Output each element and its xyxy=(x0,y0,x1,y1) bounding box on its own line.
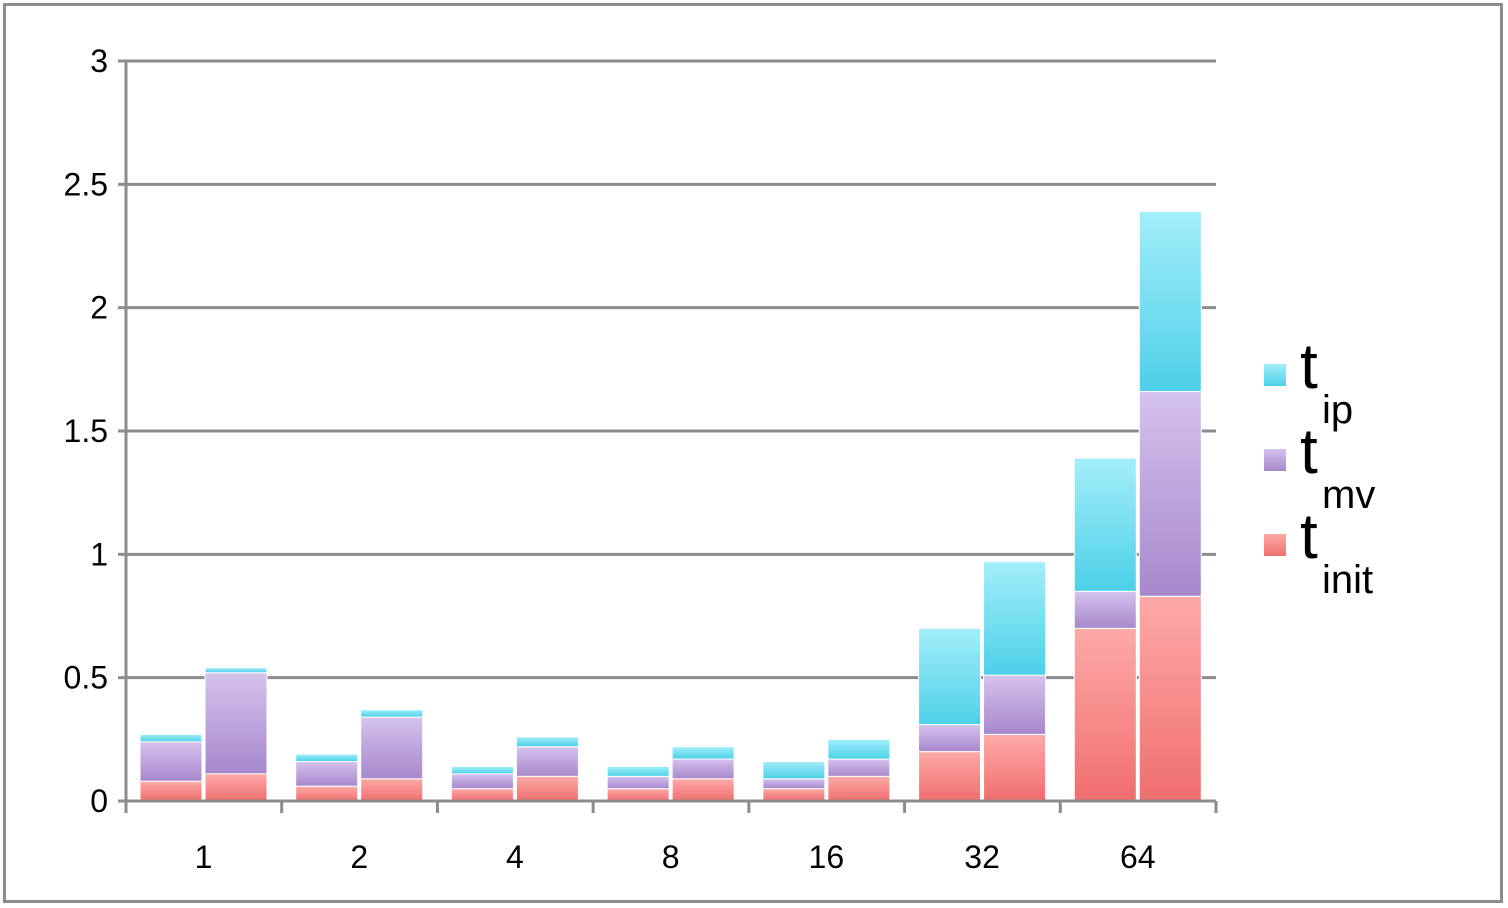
y-tick-label: 2.5 xyxy=(64,166,108,202)
bar-segment-t_mv xyxy=(204,672,268,775)
bar-segment-t_init xyxy=(827,775,891,802)
bar-segment-t_init xyxy=(606,788,670,802)
axes xyxy=(118,59,1218,813)
bar-segment-t_mv xyxy=(671,758,735,780)
bar-segment-t_init xyxy=(515,775,579,802)
bar-segment-t_ip xyxy=(1073,457,1137,592)
bar-segment-t_mv xyxy=(515,746,579,777)
bar-segment-t_mv xyxy=(1138,391,1202,597)
bar-segment-t_ip xyxy=(450,765,514,775)
x-tick-label: 4 xyxy=(506,839,524,875)
y-tick-label: 0 xyxy=(90,783,108,819)
bar-segment-t_ip xyxy=(204,667,268,674)
bars xyxy=(139,210,1202,802)
bar-segment-t_ip xyxy=(295,753,359,763)
legend-label-t_mv: t xyxy=(1300,415,1318,487)
bar-segment-t_mv xyxy=(918,724,982,753)
legend-label-t_ip: t xyxy=(1300,330,1318,402)
legend-subscript-t_mv: mv xyxy=(1322,473,1375,517)
x-tick-label: 2 xyxy=(350,839,368,875)
bar-segment-t_mv xyxy=(1073,590,1137,629)
bar-segment-t_init xyxy=(295,785,359,802)
bar-segment-t_ip xyxy=(983,561,1047,676)
legend-swatch-t_mv xyxy=(1264,449,1286,471)
x-tick-labels: 1 2 4 8 16 32 64 xyxy=(195,839,1156,875)
bar-segment-t_mv xyxy=(139,741,203,782)
bar-segment-t_init xyxy=(671,778,735,802)
x-tick-label: 8 xyxy=(662,839,680,875)
bar-segment-t_ip xyxy=(918,627,982,726)
bar-segment-t_ip xyxy=(762,761,826,780)
bar-segment-t_init xyxy=(983,733,1047,802)
grid-lines xyxy=(126,59,1216,680)
bar-segment-t_mv xyxy=(827,758,891,777)
bar-segment-t_ip xyxy=(360,709,424,718)
bar-segment-t_mv xyxy=(983,674,1047,735)
bar-segment-t_init xyxy=(1073,627,1137,802)
legend-subscript-t_init: init xyxy=(1322,558,1373,602)
bar-segment-t_mv xyxy=(450,773,514,790)
x-tick-label: 32 xyxy=(964,839,1000,875)
y-tick-label: 3 xyxy=(90,43,108,79)
bar-segment-t_ip xyxy=(515,736,579,748)
bar-segment-t_mv xyxy=(360,716,424,780)
legend-label-t_init: t xyxy=(1300,500,1318,572)
x-tick-label: 1 xyxy=(195,839,213,875)
bar-segment-t_init xyxy=(450,788,514,802)
bar-segment-t_init xyxy=(1138,595,1202,802)
bar-segment-t_init xyxy=(762,788,826,802)
y-tick-label: 1 xyxy=(90,536,108,572)
x-tick-label: 16 xyxy=(809,839,845,875)
bar-segment-t_ip xyxy=(827,738,891,760)
bar-segment-t_init xyxy=(360,778,424,802)
y-tick-label: 0.5 xyxy=(64,660,108,696)
bar-segment-t_ip xyxy=(139,733,203,743)
chart-frame: 0 0.5 1 1.5 2 2.5 3 1 2 4 8 16 32 64 t ip t mv t init xyxy=(3,3,1503,903)
bar-segment-t_init xyxy=(139,780,203,802)
y-tick-label: 1.5 xyxy=(64,413,108,449)
bar-segment-t_init xyxy=(204,773,268,802)
bar-segment-t_mv xyxy=(295,761,359,787)
y-tick-label: 2 xyxy=(90,290,108,326)
bar-segment-t_ip xyxy=(606,765,670,777)
bar-segment-t_ip xyxy=(1138,210,1202,393)
legend-swatch-t_init xyxy=(1264,534,1286,556)
y-tick-labels: 0 0.5 1 1.5 2 2.5 3 xyxy=(64,43,108,819)
bar-segment-t_mv xyxy=(762,778,826,790)
legend-swatch-t_ip xyxy=(1264,364,1286,386)
x-tick-label: 64 xyxy=(1120,839,1156,875)
bar-segment-t_mv xyxy=(606,775,670,790)
legend-subscript-t_ip: ip xyxy=(1322,388,1353,432)
bar-segment-t_init xyxy=(918,751,982,802)
bar-segment-t_ip xyxy=(671,746,735,760)
